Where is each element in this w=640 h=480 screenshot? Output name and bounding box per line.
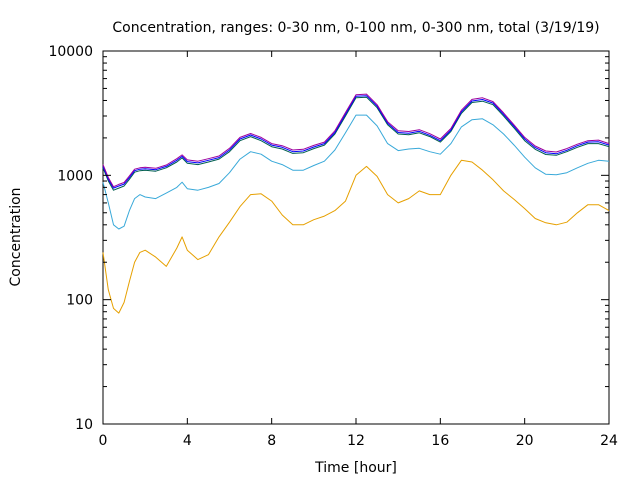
y-tick-label: 1000 [57,168,93,184]
x-tick-label: 20 [516,433,534,449]
series-line-1 [102,159,610,314]
series-line-5 [102,93,610,188]
y-tick-label: 10000 [48,44,93,60]
x-tick-label: 4 [183,433,192,449]
series-line-3 [102,96,610,191]
plot-frame [102,50,610,425]
x-tick-label: 8 [267,433,276,449]
series-layer [102,93,610,314]
series-line-4 [102,95,610,189]
y-axis-label: Concentration [8,187,24,286]
series-line-2 [102,114,610,230]
x-tick-label: 16 [431,433,449,449]
chart-title: Concentration, ranges: 0-30 nm, 0-100 nm… [112,20,599,36]
y-tick-label: 10 [75,417,93,433]
x-tick-label: 24 [600,433,618,449]
x-tick-label: 0 [99,433,108,449]
y-tick-label: 100 [66,293,93,309]
x-tick-label: 12 [347,433,365,449]
x-axis-ticks: 0 4 8 12 16 20 24 [99,51,618,449]
y-axis-ticks: 10 100 1000 10000 [48,44,609,433]
x-axis-label: Time [hour] [314,460,397,476]
